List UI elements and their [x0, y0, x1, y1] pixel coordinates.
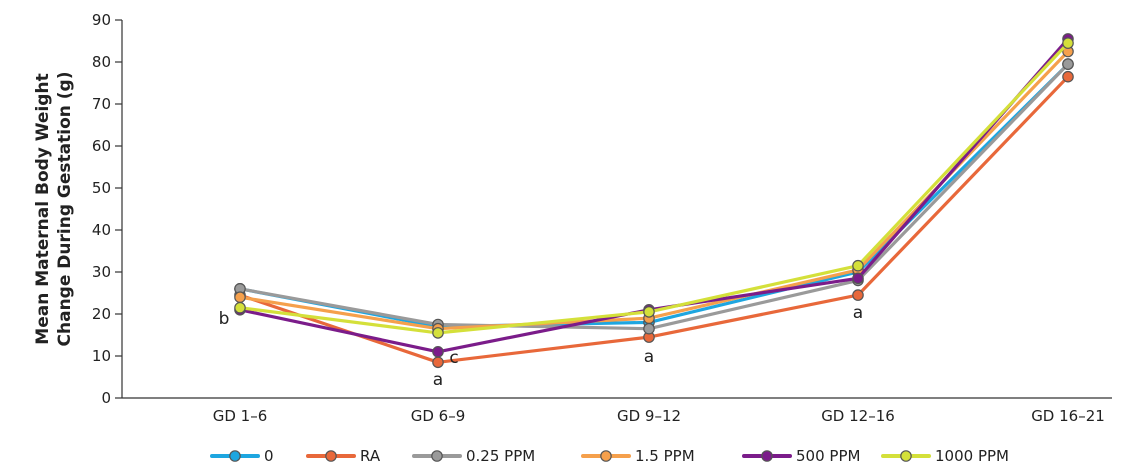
data-point — [1062, 58, 1074, 70]
y-tick-label: 90 — [92, 11, 111, 29]
y-axis-label-line-1: Mean Maternal Body Weight — [33, 73, 53, 344]
legend-marker — [229, 450, 241, 462]
legend-item: RA — [306, 447, 381, 465]
significance-annotation: c — [449, 348, 458, 368]
legend-item: 1.5 PPM — [581, 447, 695, 465]
data-point — [432, 356, 444, 369]
series-layer — [234, 33, 1074, 369]
legend-marker — [431, 450, 443, 462]
legend-item: 1000 PPM — [881, 447, 1009, 465]
data-point — [432, 345, 444, 358]
data-point — [852, 289, 864, 301]
legend-marker — [900, 450, 912, 462]
legend-label: 0 — [264, 447, 274, 465]
significance-annotation: a — [644, 347, 654, 367]
y-tick-label: 0 — [101, 389, 111, 407]
data-point — [432, 327, 444, 339]
legend-label: 0.25 PPM — [466, 447, 535, 465]
series-line — [238, 37, 1070, 354]
significance-annotation: a — [853, 303, 863, 323]
legend-item: 0 — [210, 447, 274, 465]
legend-marker — [325, 450, 337, 462]
y-tick-label: 60 — [92, 137, 111, 155]
legend-item: 0.25 PPM — [412, 447, 535, 465]
data-point — [852, 272, 864, 285]
legend-marker — [761, 450, 773, 462]
significance-annotation: b — [219, 309, 230, 329]
data-point — [643, 306, 655, 318]
y-axis-label: Mean Maternal Body Weight Change During G… — [33, 72, 75, 347]
data-point — [852, 259, 864, 272]
x-axis: GD 1–6 GD 6–9 GD 9–12 GD 12–16 GD 16–21 — [122, 397, 1112, 425]
series-line — [238, 62, 1070, 329]
data-point — [1062, 70, 1074, 83]
y-tick-label: 30 — [92, 263, 111, 281]
y-axis-label-line-2: Change During Gestation (g) — [55, 72, 75, 347]
data-point — [234, 291, 246, 303]
significance-annotation: a — [433, 370, 443, 390]
legend-marker — [600, 450, 612, 462]
legend: 0 RA 0.25 PPM 1.5 PPM 500 PPM 1000 PPM — [210, 447, 1009, 465]
y-tick-label: 50 — [92, 179, 111, 197]
series-0 — [234, 58, 1074, 333]
series-4 — [234, 33, 1074, 358]
legend-label: 1.5 PPM — [635, 447, 695, 465]
y-tick-label: 20 — [92, 305, 111, 323]
legend-item: 500 PPM — [742, 447, 860, 465]
series-2 — [234, 58, 1074, 335]
data-point — [234, 301, 246, 314]
legend-label: 500 PPM — [796, 447, 860, 465]
y-tick-label: 40 — [92, 221, 111, 239]
x-tick-label: GD 9–12 — [617, 407, 681, 425]
data-point — [643, 322, 655, 335]
data-point — [1062, 37, 1074, 49]
x-tick-label: GD 12–16 — [821, 407, 895, 425]
y-tick-label: 80 — [92, 53, 111, 71]
legend-label: 1000 PPM — [935, 447, 1009, 465]
y-tick-label: 10 — [92, 347, 111, 365]
y-tick-label: 70 — [92, 95, 111, 113]
x-tick-label: GD 6–9 — [411, 407, 466, 425]
series-line — [238, 62, 1070, 331]
series-5 — [234, 37, 1074, 339]
y-axis: 0 10 20 30 40 50 60 70 80 90 — [92, 11, 123, 407]
legend-label: RA — [360, 447, 381, 465]
x-tick-label: GD 16–21 — [1031, 407, 1105, 425]
x-tick-label: GD 1–6 — [213, 407, 268, 425]
